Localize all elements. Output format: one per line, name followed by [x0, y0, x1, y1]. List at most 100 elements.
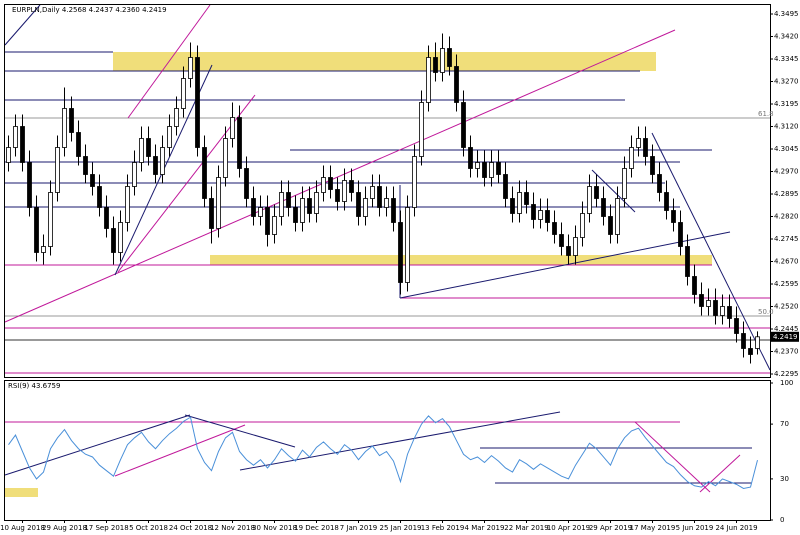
y-tick-label: 4.2670 [774, 258, 799, 266]
candle-body [580, 213, 585, 238]
y-tick-label: 4.3420 [774, 33, 799, 41]
candle-body [517, 192, 522, 214]
candle-body [587, 186, 592, 214]
candle-body [125, 186, 130, 223]
candle-body [454, 66, 459, 103]
candle-body [174, 108, 179, 127]
candle-body [41, 246, 46, 253]
y-tick-label: 4.2595 [774, 280, 799, 288]
candle-body [496, 162, 501, 175]
candle-body [342, 180, 347, 202]
candle-body [83, 156, 88, 175]
rsi-tick-label: 30 [780, 475, 789, 483]
x-tick-label: 25 Jan 2019 [380, 524, 422, 532]
candle-body [636, 138, 641, 148]
candle-body [76, 132, 81, 157]
candle-body [594, 186, 599, 199]
trendline [127, 4, 211, 119]
candle-body [531, 204, 536, 220]
y-tick-label: 4.3120 [774, 123, 799, 131]
rsi-trendline [4, 414, 191, 476]
candle-body [202, 147, 207, 199]
candle-body [251, 198, 256, 217]
x-tick-label: 24 Oct 2018 [169, 524, 212, 532]
fib-label: 61.8 [758, 110, 774, 118]
candle-body [69, 108, 74, 133]
candle-body [258, 207, 263, 217]
candle-body [622, 168, 627, 199]
candle-body [62, 108, 67, 148]
candle-body [293, 207, 298, 223]
candle-body [139, 138, 144, 163]
candle-body [559, 234, 564, 247]
candle-body [706, 300, 711, 307]
trendline [591, 169, 636, 213]
candle-body [349, 180, 354, 193]
rsi-panel [4, 380, 771, 521]
candle-body [510, 198, 515, 214]
x-tick-label: 4 Mar 2019 [465, 524, 505, 532]
candle-body [566, 246, 571, 256]
x-tick-label: 29 Apr 2019 [589, 524, 632, 532]
x-tick-label: 30 Nov 2018 [252, 524, 297, 532]
candle-body [671, 210, 676, 223]
rsi-tick-label: 0 [780, 516, 784, 524]
candle-body [34, 207, 39, 253]
rsi-tick-label: 70 [780, 420, 789, 428]
rsi-trendline [634, 421, 711, 493]
candle-body [20, 126, 25, 163]
candle-body [440, 48, 445, 73]
candle-body [573, 237, 578, 256]
x-tick-label: 13 Feb 2019 [421, 524, 465, 532]
y-tick-label: 4.2445 [774, 325, 799, 333]
y-tick-label: 4.3270 [774, 78, 799, 86]
candle-body [181, 78, 186, 109]
candle-body [118, 222, 123, 253]
x-tick-label: 29 Aug 2018 [42, 524, 87, 532]
candle-body [608, 216, 613, 235]
candle-body [216, 177, 221, 229]
candle-body [195, 57, 200, 148]
x-tick-label: 24 Jun 2019 [715, 524, 757, 532]
x-tick-label: 7 Jan 2019 [340, 524, 378, 532]
candle-body [90, 174, 95, 187]
candle-body [279, 192, 284, 217]
candle-body [398, 222, 403, 283]
candle-body [643, 138, 648, 157]
rsi-trendline [699, 454, 741, 493]
candle-body [237, 117, 242, 169]
fib-label: 50.0 [758, 308, 774, 316]
candle-body [755, 336, 760, 349]
candle-body [97, 186, 102, 208]
x-tick-label: 10 Apr 2019 [547, 524, 590, 532]
candle-body [321, 177, 326, 193]
x-tick-label: 22 Mar 2019 [504, 524, 548, 532]
candle-body [363, 198, 368, 217]
x-tick-label: 19 Dec 2018 [294, 524, 339, 532]
candle-body [741, 333, 746, 349]
y-tick-label: 4.3495 [774, 10, 799, 18]
rsi-trendline [239, 411, 561, 471]
candle-body [713, 300, 718, 316]
y-tick-label: 4.3045 [774, 145, 799, 153]
candle-body [468, 147, 473, 169]
candle-body [601, 198, 606, 217]
y-tick-label: 4.2295 [774, 370, 799, 378]
rsi-tick-label: 100 [780, 379, 793, 387]
candle-body [27, 162, 32, 208]
candle-body [272, 216, 277, 235]
candle-body [412, 156, 417, 208]
candle-body [356, 192, 361, 217]
candle-body [167, 126, 172, 148]
candle-body [657, 174, 662, 193]
rsi-trendline [114, 424, 246, 477]
candle-body [419, 102, 424, 157]
candle-body [48, 192, 53, 247]
candle-body [615, 198, 620, 235]
candle-body [244, 168, 249, 199]
candle-body [300, 198, 305, 223]
candle-body [132, 162, 137, 187]
x-tick-label: 5 Jun 2019 [676, 524, 714, 532]
candle-body [328, 177, 333, 190]
